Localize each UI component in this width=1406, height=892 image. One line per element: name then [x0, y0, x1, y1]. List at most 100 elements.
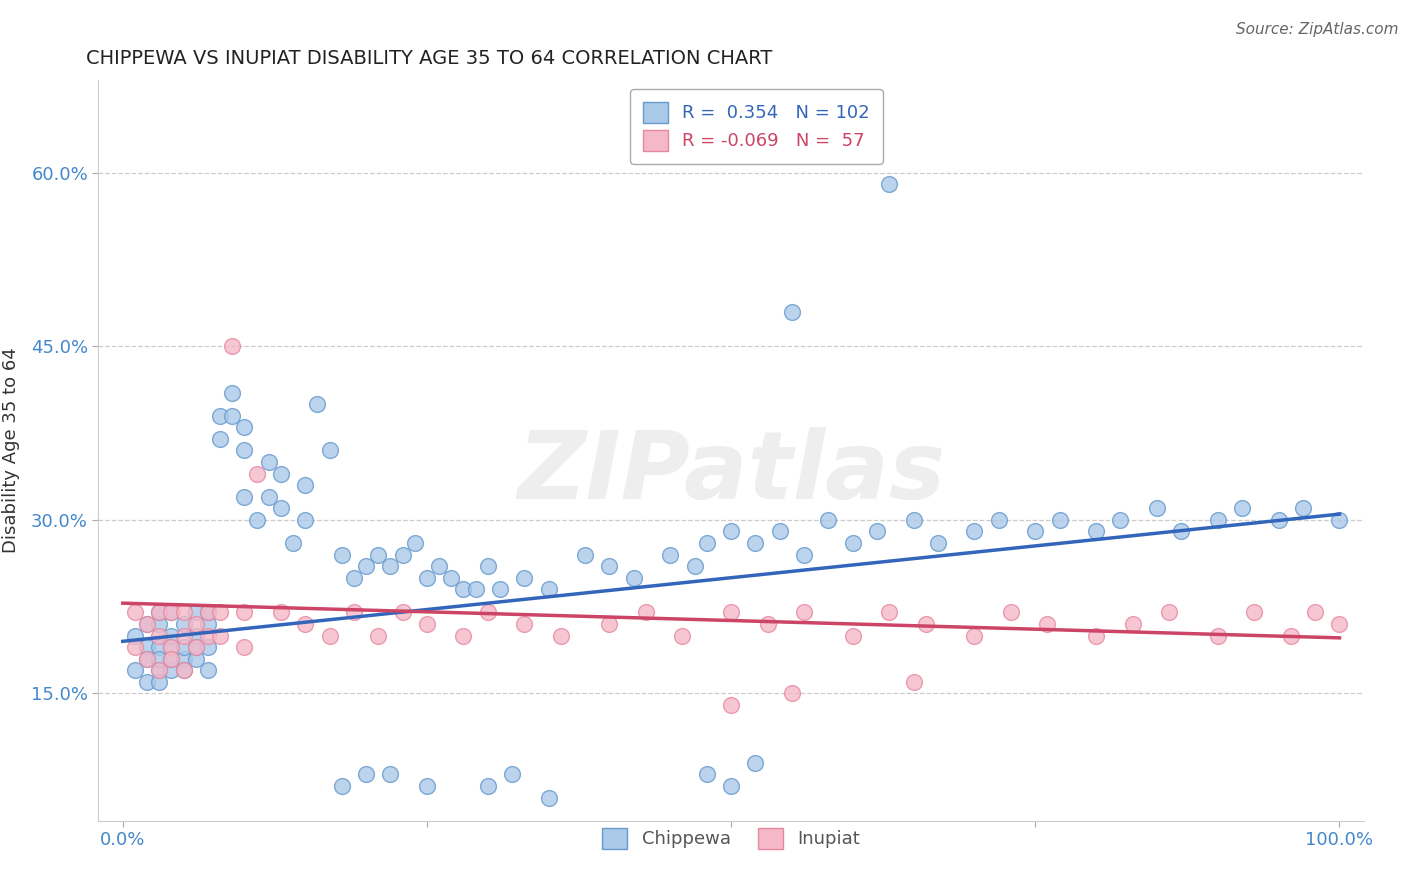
- Point: [391, 548, 413, 562]
- Point: [877, 606, 900, 620]
- Point: [817, 513, 839, 527]
- Point: [136, 617, 159, 632]
- Point: [209, 409, 232, 423]
- Point: [148, 617, 170, 632]
- Text: CHIPPEWA VS INUPIAT DISABILITY AGE 35 TO 64 CORRELATION CHART: CHIPPEWA VS INUPIAT DISABILITY AGE 35 TO…: [86, 48, 772, 68]
- Point: [537, 790, 560, 805]
- Point: [380, 559, 402, 574]
- Point: [769, 524, 792, 539]
- Point: [963, 524, 986, 539]
- Point: [173, 663, 195, 677]
- Point: [209, 628, 232, 642]
- Point: [173, 640, 195, 654]
- Point: [318, 628, 340, 642]
- Point: [903, 513, 925, 527]
- Point: [330, 779, 353, 793]
- Point: [148, 606, 170, 620]
- Y-axis label: Disability Age 35 to 64: Disability Age 35 to 64: [1, 348, 20, 553]
- Point: [513, 617, 536, 632]
- Point: [124, 640, 146, 654]
- Point: [160, 640, 183, 654]
- Point: [307, 397, 329, 411]
- Point: [659, 548, 682, 562]
- Point: [281, 536, 304, 550]
- Point: [197, 606, 219, 620]
- Point: [756, 617, 779, 632]
- Point: [343, 571, 366, 585]
- Point: [173, 663, 195, 677]
- Point: [343, 606, 366, 620]
- Point: [1243, 606, 1265, 620]
- Text: ZIPatlas: ZIPatlas: [517, 426, 945, 518]
- Point: [221, 385, 243, 400]
- Point: [136, 640, 159, 654]
- Point: [197, 640, 219, 654]
- Point: [173, 628, 195, 642]
- Point: [696, 767, 718, 781]
- Point: [367, 548, 389, 562]
- Point: [501, 767, 523, 781]
- Point: [1024, 524, 1046, 539]
- Point: [842, 536, 865, 550]
- Point: [416, 779, 439, 793]
- Point: [1329, 513, 1351, 527]
- Point: [744, 756, 766, 770]
- Point: [537, 582, 560, 597]
- Point: [294, 478, 316, 492]
- Point: [173, 606, 195, 620]
- Point: [464, 582, 486, 597]
- Point: [136, 651, 159, 665]
- Point: [598, 559, 620, 574]
- Point: [744, 536, 766, 550]
- Point: [380, 767, 402, 781]
- Point: [136, 617, 159, 632]
- Point: [270, 467, 292, 481]
- Point: [453, 582, 475, 597]
- Point: [1036, 617, 1059, 632]
- Point: [793, 606, 815, 620]
- Point: [209, 432, 232, 446]
- Point: [367, 628, 389, 642]
- Point: [877, 178, 900, 192]
- Point: [124, 663, 146, 677]
- Point: [1000, 606, 1022, 620]
- Point: [257, 490, 280, 504]
- Point: [160, 606, 183, 620]
- Point: [246, 467, 269, 481]
- Point: [354, 559, 377, 574]
- Point: [246, 513, 269, 527]
- Point: [1122, 617, 1144, 632]
- Point: [513, 571, 536, 585]
- Point: [221, 409, 243, 423]
- Point: [233, 640, 256, 654]
- Point: [1230, 501, 1253, 516]
- Point: [270, 501, 292, 516]
- Point: [318, 443, 340, 458]
- Point: [209, 606, 232, 620]
- Point: [197, 628, 219, 642]
- Point: [160, 651, 183, 665]
- Point: [148, 640, 170, 654]
- Point: [720, 698, 742, 712]
- Point: [477, 559, 499, 574]
- Point: [1329, 617, 1351, 632]
- Point: [173, 651, 195, 665]
- Point: [1159, 606, 1181, 620]
- Point: [598, 617, 620, 632]
- Point: [987, 513, 1010, 527]
- Point: [720, 606, 742, 620]
- Point: [197, 617, 219, 632]
- Point: [440, 571, 463, 585]
- Point: [1267, 513, 1289, 527]
- Point: [233, 420, 256, 434]
- Point: [391, 606, 413, 620]
- Point: [160, 640, 183, 654]
- Point: [160, 628, 183, 642]
- Point: [148, 606, 170, 620]
- Point: [270, 606, 292, 620]
- Point: [148, 674, 170, 689]
- Point: [489, 582, 512, 597]
- Point: [427, 559, 450, 574]
- Point: [793, 548, 815, 562]
- Point: [453, 628, 475, 642]
